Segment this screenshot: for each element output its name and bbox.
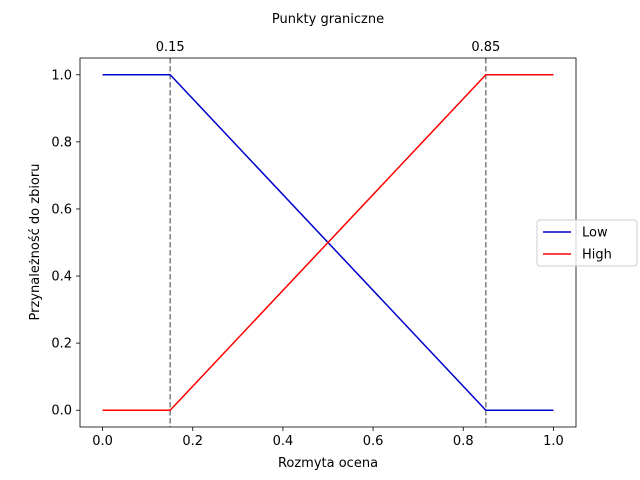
- boundary-label-1: 0.85: [471, 40, 500, 55]
- x-tick-label-3: 0.6: [363, 434, 384, 449]
- x-tick-label-5: 1.0: [543, 434, 564, 449]
- x-tick-label-1: 0.2: [182, 434, 203, 449]
- x-tick-label-4: 0.8: [453, 434, 474, 449]
- y-tick-label-0: 0.0: [51, 404, 72, 419]
- legend-label-high: High: [582, 248, 612, 263]
- plot-area: 0.15 0.85 0.0 0.2 0.4 0.6 0.8 1.0 0.0 0.2 0.4 0.6 0.…: [51, 40, 638, 449]
- y-tick-label-1: 0.2: [51, 337, 72, 352]
- series-line-high: [102, 74, 554, 411]
- y-axis-label: Przynależność do zbioru: [28, 164, 43, 321]
- legend-label-low: Low: [582, 226, 608, 241]
- y-tick-label-3: 0.6: [51, 202, 72, 217]
- x-tick-label-0: 0.0: [92, 434, 113, 449]
- x-axis-label: Rozmyta ocena: [278, 456, 378, 471]
- chart-title: Punkty graniczne: [272, 12, 384, 27]
- y-tick-label-4: 0.8: [51, 135, 72, 150]
- boundary-label-0: 0.15: [156, 40, 185, 55]
- y-tick-label-5: 1.0: [51, 68, 72, 83]
- y-tick-label-2: 0.4: [51, 270, 72, 285]
- x-tick-label-2: 0.4: [273, 434, 294, 449]
